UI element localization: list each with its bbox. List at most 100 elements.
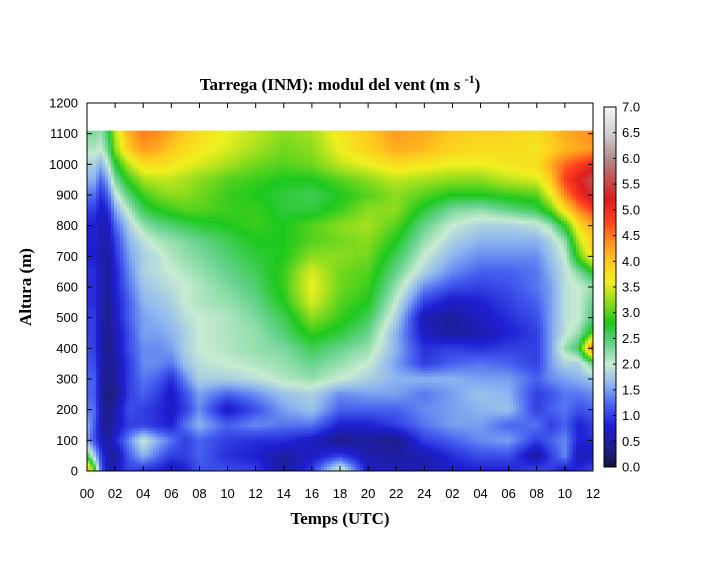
heatmap-cell (537, 178, 541, 183)
heatmap-cell (351, 199, 355, 204)
heatmap-cell (207, 145, 211, 150)
heatmap-cell (522, 208, 526, 213)
heatmap-cell (201, 154, 205, 159)
heatmap-cell (459, 133, 463, 138)
heatmap-cell (192, 160, 196, 165)
heatmap-cell (249, 196, 253, 201)
heatmap-cell (105, 193, 109, 198)
heatmap-cell (189, 145, 193, 150)
heatmap-cell (201, 169, 205, 174)
heatmap-cell (324, 130, 328, 135)
heatmap-cell (372, 175, 376, 180)
heatmap-cell (417, 160, 421, 165)
heatmap-cell (357, 154, 361, 159)
heatmap-cell (474, 214, 478, 219)
heatmap-cell (375, 136, 379, 141)
heatmap-cell (561, 133, 565, 138)
heatmap-cell (192, 145, 196, 150)
heatmap-cell (540, 142, 544, 147)
heatmap-cell (465, 202, 469, 207)
heatmap-cell (177, 157, 181, 162)
heatmap-cell (453, 139, 457, 144)
heatmap-cell (333, 160, 337, 165)
heatmap-cell (432, 184, 436, 189)
heatmap-cell (252, 211, 256, 216)
heatmap-cell (363, 184, 367, 189)
heatmap-cell (105, 172, 109, 177)
heatmap-cell (573, 172, 577, 177)
heatmap-cell (411, 214, 415, 219)
heatmap-cell (579, 160, 583, 165)
heatmap-cell (210, 163, 214, 168)
heatmap-cell (144, 187, 148, 192)
heatmap-cell (156, 208, 160, 213)
heatmap-cell (120, 205, 124, 210)
heatmap-cell (588, 199, 592, 204)
heatmap-cell (240, 181, 244, 186)
heatmap-cell (153, 181, 157, 186)
heatmap-cell (135, 142, 139, 147)
heatmap-cell (375, 157, 379, 162)
heatmap-cell (378, 184, 382, 189)
heatmap-cell (459, 163, 463, 168)
heatmap-cell (585, 151, 589, 156)
heatmap-cell (165, 160, 169, 165)
heatmap-cell (378, 178, 382, 183)
heatmap-cell (96, 205, 100, 210)
heatmap-cell (375, 214, 379, 219)
heatmap-cell (231, 154, 235, 159)
heatmap-cell (522, 169, 526, 174)
heatmap-cell (483, 181, 487, 186)
heatmap-cell (375, 181, 379, 186)
heatmap-cell (429, 172, 433, 177)
heatmap-cell (231, 130, 235, 135)
heatmap-cell (243, 217, 247, 222)
heatmap-cell (528, 136, 532, 141)
heatmap-cell (390, 205, 394, 210)
heatmap-cell (210, 160, 214, 165)
heatmap-cell (309, 154, 313, 159)
heatmap-cell (96, 181, 100, 186)
heatmap-cell (567, 154, 571, 159)
heatmap-cell (291, 202, 295, 207)
heatmap-cell (297, 133, 301, 138)
heatmap-cell (357, 172, 361, 177)
heatmap-cell (279, 196, 283, 201)
heatmap-cell (402, 184, 406, 189)
heatmap-cell (516, 184, 520, 189)
heatmap-cell (156, 217, 160, 222)
heatmap-cell (342, 184, 346, 189)
heatmap-cell (249, 193, 253, 198)
heatmap-cell (339, 148, 343, 153)
heatmap-cell (525, 139, 529, 144)
heatmap-cell (399, 160, 403, 165)
heatmap-cell (186, 211, 190, 216)
heatmap-cell (156, 142, 160, 147)
heatmap-cell (384, 136, 388, 141)
heatmap-cell (498, 193, 502, 198)
heatmap-cell (228, 172, 232, 177)
heatmap-cell (336, 211, 340, 216)
heatmap-cell (507, 175, 511, 180)
heatmap-cell (324, 193, 328, 198)
heatmap-cell (336, 148, 340, 153)
heatmap-cell (471, 190, 475, 195)
heatmap-cell (351, 187, 355, 192)
heatmap-cell (414, 130, 418, 135)
heatmap-cell (540, 196, 544, 201)
heatmap-cell (399, 145, 403, 150)
heatmap-cell (189, 190, 193, 195)
heatmap-cell (156, 166, 160, 171)
heatmap-cell (207, 133, 211, 138)
heatmap-cell (561, 166, 565, 171)
heatmap-cell (339, 139, 343, 144)
heatmap-cell (360, 190, 364, 195)
heatmap-cell (321, 133, 325, 138)
heatmap-cell (363, 175, 367, 180)
heatmap-cell (495, 172, 499, 177)
heatmap-cell (558, 157, 562, 162)
heatmap-cell (87, 169, 91, 174)
heatmap-cell (270, 184, 274, 189)
heatmap-cell (153, 160, 157, 165)
heatmap-cell (510, 208, 514, 213)
